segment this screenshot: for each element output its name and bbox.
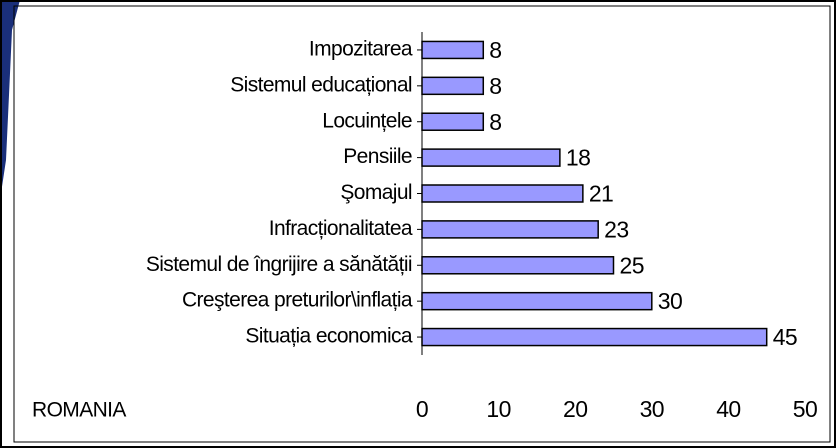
y-tick-label: Şomajul: [340, 181, 412, 204]
x-tick-label: 10: [486, 396, 510, 422]
y-tick-label: Impozitarea: [309, 37, 413, 60]
value-label: 45: [773, 324, 797, 350]
value-label: 8: [489, 109, 501, 135]
y-tick-label: Situația economica: [245, 325, 413, 348]
bar: [421, 76, 485, 96]
value-label: 25: [620, 252, 644, 278]
slide-accent: [0, 0, 20, 200]
plot-frame: [13, 5, 831, 443]
value-label: 8: [489, 37, 501, 63]
bar: [421, 40, 485, 60]
bar: [421, 220, 599, 239]
value-label: 8: [489, 73, 501, 99]
x-tick-label: 50: [793, 396, 817, 422]
y-tick-label: Locuințele: [322, 109, 412, 132]
value-label: 23: [604, 216, 628, 242]
y-tick-label: Infracționalitatea: [269, 217, 413, 240]
value-label: 21: [589, 181, 613, 207]
annotation: ROMANIA: [32, 399, 126, 422]
y-tick-label: Sistemul educațional: [230, 73, 412, 96]
x-tick-label: 0: [416, 396, 428, 422]
value-label: 30: [658, 288, 682, 314]
y-tick-label: Sistemul de îngrijire a sănătății: [146, 253, 412, 276]
x-tick-label: 30: [640, 396, 664, 422]
bar: [421, 112, 485, 131]
x-tick-label: 20: [563, 396, 587, 422]
bar: [421, 327, 768, 347]
bar: [421, 256, 615, 275]
bar: [421, 148, 561, 167]
y-tick-label: Creşterea preturilor\inflația: [182, 289, 413, 312]
bar: [421, 291, 653, 311]
value-label: 18: [566, 145, 590, 171]
bar: [421, 184, 584, 203]
y-tick-label: Pensiile: [343, 145, 412, 168]
x-tick-label: 40: [716, 396, 740, 422]
